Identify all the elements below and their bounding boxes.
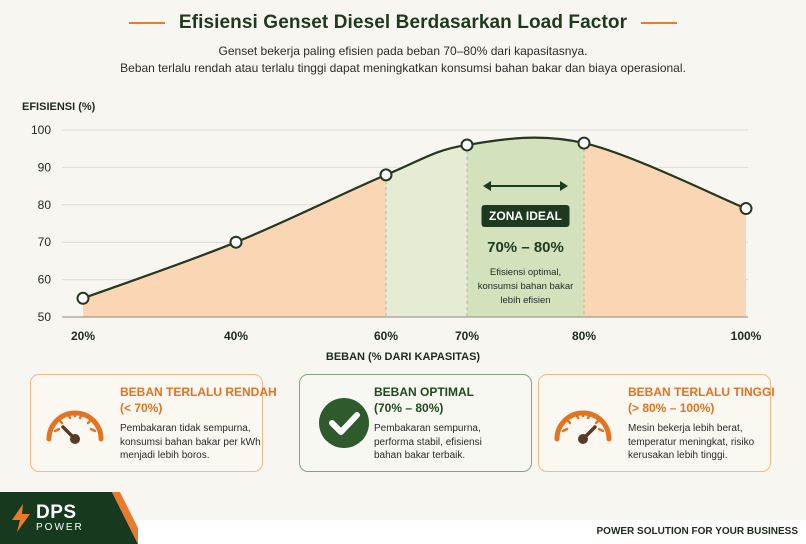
zona-ideal-note: konsumsi bahan bakar — [478, 281, 574, 292]
y-tick-label: 90 — [38, 160, 52, 174]
card-desc-line: menjadi lebih boros. — [120, 450, 210, 461]
subtitle: Genset bekerja paling efisien pada beban… — [0, 43, 806, 77]
lightning-bolt-icon — [12, 504, 30, 532]
logo-background — [0, 492, 138, 544]
card-low-load: BEBAN TERLALU RENDAH (< 70%) Pembakaran … — [30, 374, 277, 472]
footer: DPS POWER POWER SOLUTION FOR YOUR BUSINE… — [0, 490, 806, 544]
data-point — [229, 235, 243, 249]
zone-fill — [584, 137, 746, 317]
card-desc-line: konsumsi bahan bakar per kWh — [120, 436, 261, 448]
card-description: Pembakaran tidak sempurna, konsumsi baha… — [120, 422, 261, 463]
efficiency-chart: EFISIENSI (%) 50 60 70 80 90 100 20% 40% 60% 70% 80… — [22, 101, 762, 363]
card-desc-line: Pembakaran tidak sempurna, — [120, 423, 251, 434]
page-title: Efisiensi Genset Diesel Berdasarkan Load… — [178, 12, 628, 33]
range-arrow-right-icon — [560, 181, 568, 191]
x-tick-label: 80% — [572, 329, 596, 343]
zona-ideal-range: 70% – 80% — [487, 239, 564, 256]
title-row: Efisiensi Genset Diesel Berdasarkan Load… — [0, 10, 806, 36]
gauge-high-icon — [554, 410, 612, 444]
card-description: Pembakaran sempurna, performa stabil, ef… — [374, 422, 514, 463]
card-range: (> 80% – 100%) — [628, 401, 715, 415]
card-desc-line: temperatur meningkat, risiko — [628, 436, 755, 448]
zone-fill — [83, 137, 386, 317]
card-range: (70% – 80%) — [374, 401, 444, 415]
title-left-rule — [128, 22, 165, 24]
card-desc-line: kerusakan lebih tinggi. — [628, 450, 728, 461]
range-arrow-left-icon — [483, 181, 491, 191]
x-tick-label: 70% — [455, 329, 479, 343]
title-right-rule — [641, 22, 678, 24]
data-point — [76, 291, 90, 305]
logo-name: DPS — [36, 502, 77, 523]
card-desc-line: Mesin bekerja lebih berat, — [628, 423, 743, 434]
card-desc-line: Pembakaran sempurna, — [374, 423, 481, 434]
efficiency-curve — [82, 136, 747, 300]
card-title: BEBAN TERLALU TINGGI — [628, 385, 775, 399]
zona-ideal-note: Efisiensi optimal, — [490, 267, 561, 278]
logo-subtext: POWER — [36, 522, 84, 533]
y-tick-label: 80 — [38, 198, 52, 212]
y-tick-label: 70 — [38, 235, 52, 249]
x-tick-label: 40% — [224, 329, 248, 343]
area-fill-group — [83, 137, 746, 317]
card-description: Mesin bekerja lebih berat, temperatur me… — [628, 422, 768, 463]
card-title: BEBAN TERLALU RENDAH — [120, 385, 277, 399]
card-optimal-load: BEBAN OPTIMAL (70% – 80%) Pembakaran sem… — [299, 374, 532, 472]
data-point — [379, 168, 393, 182]
card-range: (< 70%) — [120, 401, 163, 415]
zona-ideal-note: lebih efisien — [500, 295, 550, 306]
subtitle-line-2: Beban terlalu rendah atau terlalu tinggi… — [120, 61, 686, 75]
x-tick-label: 100% — [731, 329, 762, 343]
x-axis-label: BEBAN (% DARI KAPASITAS) — [326, 351, 481, 363]
zona-ideal-label: ZONA IDEAL — [489, 209, 562, 223]
y-axis-label: EFISIENSI (%) — [22, 101, 96, 113]
card-desc-line: bahan bakar terbaik. — [374, 450, 466, 461]
tagline: POWER SOLUTION FOR YOUR BUSINESS — [596, 526, 799, 537]
y-tick-label: 50 — [38, 310, 52, 324]
data-point — [460, 138, 474, 152]
zona-ideal-badge — [481, 205, 570, 227]
y-tick-label: 60 — [38, 273, 52, 287]
x-tick-label: 60% — [374, 329, 398, 343]
subtitle-line-1: Genset bekerja paling efisien pada beban… — [218, 44, 588, 58]
card-high-load: BEBAN TERLALU TINGGI (> 80% – 100%) Mesi… — [538, 374, 775, 472]
card-title: BEBAN OPTIMAL — [374, 385, 474, 399]
card-desc-line: performa stabil, efisiensi — [374, 436, 482, 448]
zone-fill — [467, 137, 584, 317]
y-tick-label: 100 — [31, 123, 51, 137]
data-point — [577, 136, 591, 150]
gauge-low-icon — [46, 410, 104, 444]
zone-fill — [386, 137, 467, 317]
check-circle-icon — [319, 398, 369, 448]
x-tick-label: 20% — [71, 329, 95, 343]
data-point — [739, 202, 753, 216]
